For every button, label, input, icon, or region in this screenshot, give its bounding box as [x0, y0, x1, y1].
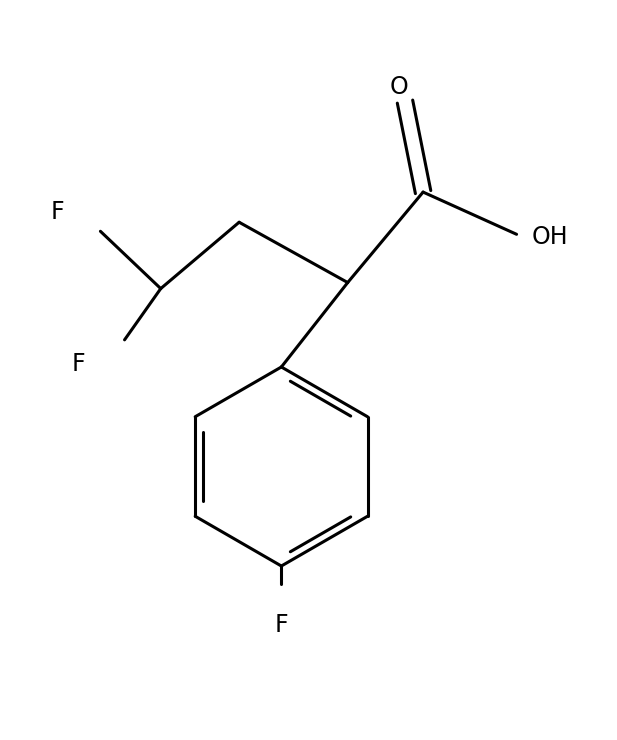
Text: F: F: [275, 613, 288, 636]
Text: O: O: [389, 75, 408, 98]
Text: F: F: [50, 200, 64, 224]
Text: F: F: [72, 352, 85, 376]
Text: OH: OH: [532, 225, 568, 249]
